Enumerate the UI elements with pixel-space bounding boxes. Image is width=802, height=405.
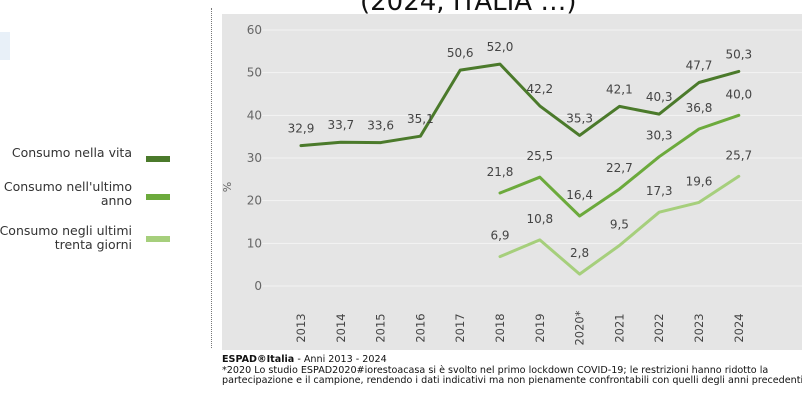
- chart-footer: ESPAD®Italia - Anni 2013 - 2024 *2020 Lo…: [222, 354, 802, 387]
- data-label: 33,6: [367, 119, 394, 133]
- data-label: 35,3: [566, 111, 593, 125]
- y-tick-label: 10: [247, 236, 262, 250]
- chart-title-fragment: (2024, ITALIA …): [360, 0, 577, 17]
- y-tick-label: 0: [254, 279, 262, 293]
- data-label: 50,6: [447, 46, 474, 60]
- x-tick-label: 2016: [413, 313, 427, 342]
- x-tick-label: 2019: [533, 313, 547, 342]
- x-tick-label: 2022: [652, 313, 666, 342]
- data-label: 36,8: [686, 101, 713, 115]
- data-label: 19,6: [686, 174, 713, 188]
- source-line: ESPAD®Italia - Anni 2013 - 2024: [222, 354, 802, 366]
- data-label: 9,5: [610, 217, 629, 231]
- y-tick-label: 30: [247, 151, 262, 165]
- legend-swatch-lifetime: [146, 156, 170, 162]
- x-tick-label: 2014: [334, 313, 348, 342]
- data-label: 25,7: [725, 148, 752, 162]
- data-label: 10,8: [526, 212, 553, 226]
- data-label: 17,3: [646, 184, 673, 198]
- x-tick-label: 2015: [374, 313, 388, 342]
- footnote: *2020 Lo studio ESPAD2020#iorestoacasa s…: [222, 364, 802, 386]
- y-tick-label: 50: [247, 66, 262, 80]
- legend-label-last-30-days: Consumo negli ultimi trenta giorni: [0, 223, 132, 252]
- data-label: 21,8: [487, 165, 514, 179]
- series-lines: [299, 62, 741, 276]
- y-tick-label: 60: [247, 23, 262, 37]
- left-accent-block: [0, 32, 10, 60]
- legend-swatch-last-30-days: [146, 236, 170, 242]
- data-label: 47,7: [686, 58, 713, 72]
- data-label: 35,1: [407, 112, 434, 126]
- x-tick-label: 2024: [732, 313, 746, 342]
- legend-separator: [211, 8, 212, 348]
- data-label: 25,5: [526, 149, 553, 163]
- data-label: 2,8: [570, 246, 589, 260]
- series-line: [299, 62, 741, 148]
- y-tick-label: 20: [247, 194, 262, 208]
- y-axis-ticks: 0 10 20 30 40 50 60: [247, 23, 262, 293]
- x-tick-label: 2023: [692, 313, 706, 342]
- legend-swatch-last-year: [146, 194, 170, 200]
- data-label: 40,3: [646, 90, 673, 104]
- data-label: 30,3: [646, 129, 673, 143]
- data-label: 33,7: [327, 118, 354, 132]
- legend-label-last-year: Consumo nell'ultimo anno: [3, 179, 132, 208]
- y-tick-label: 40: [247, 108, 262, 122]
- data-label: 22,7: [606, 161, 633, 175]
- series-line: [498, 174, 741, 276]
- data-label: 6,9: [490, 229, 509, 243]
- x-axis-ticks: 2013 2014 2015 2016 2017 2018 2019 2020* 2021 202…: [294, 310, 746, 345]
- grid-lines: [262, 29, 802, 287]
- plot-background: [222, 14, 802, 350]
- x-tick-label: 2013: [294, 313, 308, 342]
- source-years: - Anni 2013 - 2024: [294, 354, 387, 365]
- x-tick-label: 2021: [612, 313, 626, 342]
- data-label: 42,2: [526, 82, 553, 96]
- x-tick-label: 2017: [453, 313, 467, 342]
- data-label: 50,3: [725, 47, 752, 61]
- data-label: 32,9: [288, 122, 315, 136]
- x-tick-label: 2020*: [573, 310, 587, 345]
- x-tick-label: 2018: [493, 313, 507, 342]
- data-label: 16,4: [566, 188, 593, 202]
- data-labels: 32,9 33,7 33,6 35,1 50,6 52,0 42,2 35,3 42,1 40,3…: [288, 40, 753, 260]
- series-line: [498, 113, 741, 218]
- legend-label-lifetime: Consumo nella vita: [11, 145, 132, 160]
- data-label: 42,1: [606, 82, 633, 96]
- source-name: ESPAD®Italia: [222, 354, 295, 365]
- y-axis-label: %: [221, 182, 234, 192]
- data-label: 40,0: [725, 87, 752, 101]
- data-label: 52,0: [487, 40, 514, 54]
